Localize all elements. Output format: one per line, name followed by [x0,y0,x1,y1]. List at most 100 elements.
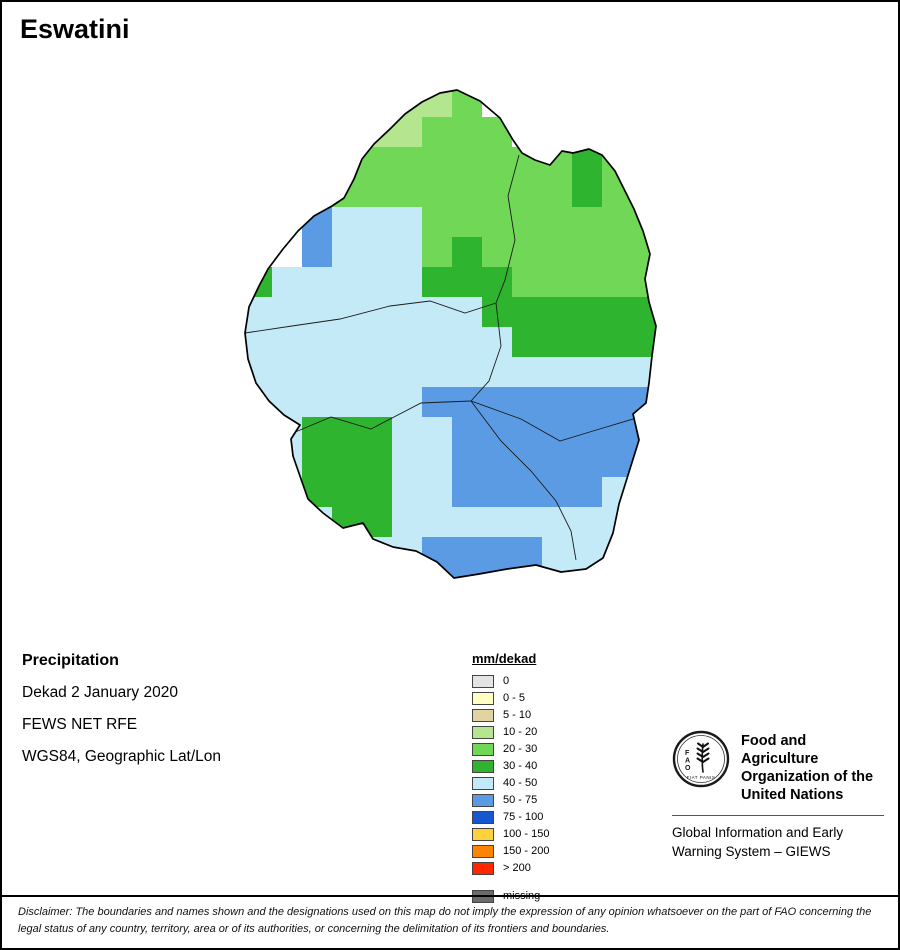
precip-cell [392,507,422,537]
precip-cell [542,327,572,357]
legend-item: 5 - 10 [472,707,549,724]
region-border [470,400,577,561]
fao-logo: F A O FIAT PANIS [672,730,730,788]
precip-cell [452,447,482,477]
precip-cell [422,177,452,207]
precip-cell [272,567,302,578]
precip-cell [542,207,572,237]
precip-cell [632,297,656,327]
precip-cell [362,207,392,237]
legend-label: 0 [503,675,510,687]
info-dekad: Dekad 2 January 2020 [22,684,178,701]
precip-cell [602,147,632,177]
precip-cell [542,507,572,537]
precip-cell [482,477,512,507]
precip-cell [482,357,512,387]
precip-cell [602,207,632,237]
precip-cell [602,267,632,297]
precip-cell [272,267,302,297]
fao-name-line1: Food and Agriculture [741,733,819,767]
precip-cell [392,297,422,327]
precip-cell [632,327,656,357]
precip-cell [602,537,632,567]
precip-cell [632,207,656,237]
precip-cell [302,567,332,578]
precip-cell [302,357,332,387]
precip-cell [332,447,362,477]
precip-cell [332,297,362,327]
precip-cell [572,327,602,357]
precip-cell [302,237,332,267]
legend-item: 50 - 75 [472,792,549,809]
footer-divider [2,895,898,897]
legend-item: 40 - 50 [472,775,549,792]
precip-cell [602,357,632,387]
legend-label: 50 - 75 [503,794,538,806]
precip-cell [482,447,512,477]
precip-cell [362,417,392,447]
legend-item: 150 - 200 [472,843,549,860]
precip-cell [632,177,656,207]
fao-letter-a: A [685,758,690,765]
precip-cell [332,537,362,567]
legend-swatch [472,760,494,773]
precip-cell [272,477,302,507]
precip-cell [302,417,332,447]
precip-cell [632,507,656,537]
precip-cell [422,477,452,507]
precip-cell [362,387,392,417]
precip-cell [452,537,482,567]
precip-cell [302,537,332,567]
fao-block: F A O FIAT PANIS Food and Agriculture Or… [672,730,884,862]
precip-cell [542,537,572,567]
precip-cell [422,417,452,447]
precip-raster [245,90,656,578]
precip-cell [392,567,422,578]
precip-cell [512,567,542,578]
precip-cell [422,507,452,537]
precip-cell [602,177,632,207]
country-outline [244,89,657,579]
precip-cell [572,177,602,207]
region-border [245,300,497,334]
precip-cell [245,477,272,507]
precip-cell [512,327,542,357]
precip-cell [422,357,452,387]
precip-cell [392,207,422,237]
legend-swatch [472,675,494,688]
precip-cell [332,477,362,507]
precip-cell [362,177,392,207]
precip-cell [332,387,362,417]
legend-item: 20 - 30 [472,741,549,758]
precip-cell [452,327,482,357]
info-source: FEWS NET RFE [22,716,138,733]
precip-cell [572,387,602,417]
giews-line1: Global Information and Early [672,824,844,840]
legend-label: 20 - 30 [503,743,538,755]
legend-item: > 200 [472,860,549,877]
precip-cell [482,147,512,177]
precip-cell [542,237,572,267]
precip-cell [452,237,482,267]
precip-cell [452,477,482,507]
precip-cell [542,177,572,207]
precip-cell [272,447,302,477]
precip-cell [302,387,332,417]
precip-cell [245,567,272,578]
precip-cell [422,237,452,267]
info-heading: Precipitation [22,652,119,669]
precip-cell [245,387,272,417]
fao-motto: FIAT PANIS [687,775,716,780]
precip-cell [272,537,302,567]
precip-cell [392,447,422,477]
precip-cell [572,507,602,537]
precip-cell [512,477,542,507]
precip-cell [512,387,542,417]
precip-cell [452,177,482,207]
precip-cell [422,327,452,357]
legend-swatch [472,845,494,858]
info-projection: WGS84, Geographic Lat/Lon [22,748,222,765]
precip-cell [602,297,632,327]
precip-cell [362,147,392,177]
precip-cell [245,357,272,387]
